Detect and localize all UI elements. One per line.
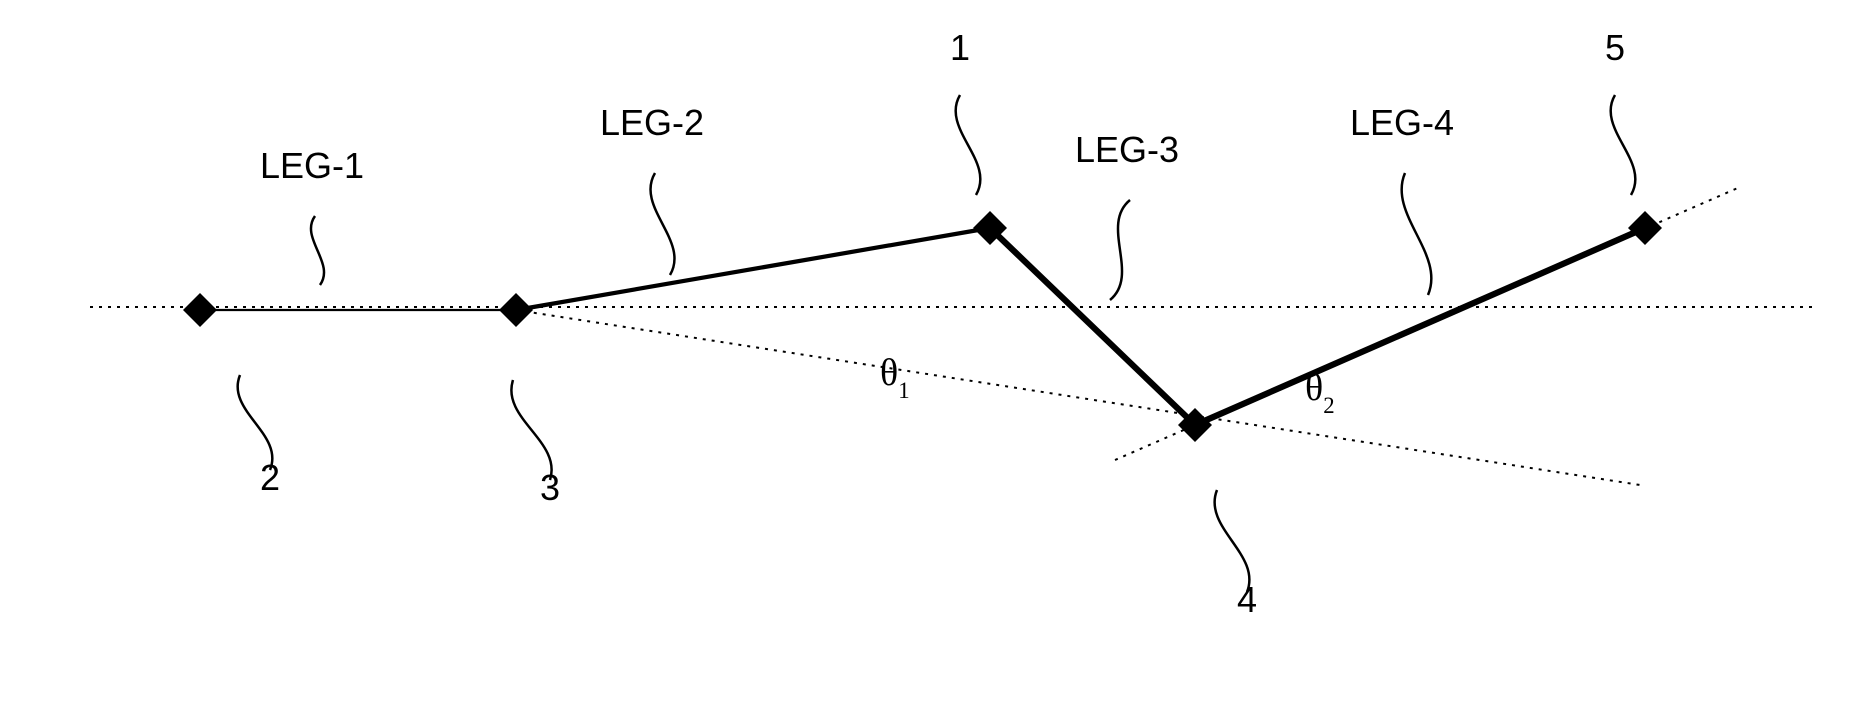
callout-line <box>1611 95 1636 195</box>
callout-line <box>956 95 981 195</box>
callout-line <box>1110 200 1130 300</box>
callout-line <box>650 173 674 275</box>
node-label: 2 <box>260 457 280 498</box>
leg-line <box>1195 228 1645 425</box>
node-diamond <box>1628 211 1662 245</box>
node-diamond <box>183 293 217 327</box>
node-label: 3 <box>540 467 560 508</box>
node-diamond <box>499 293 533 327</box>
node-label: 4 <box>1237 579 1257 620</box>
leg-line <box>990 228 1195 425</box>
leg-label: LEG-1 <box>260 145 364 186</box>
reference-line <box>516 310 1640 485</box>
callout-line <box>311 216 324 285</box>
leg-label: LEG-2 <box>600 102 704 143</box>
leg-label: LEG-3 <box>1075 129 1179 170</box>
angle-label: θ2 <box>1305 367 1335 418</box>
callout-line <box>511 380 551 480</box>
leg-line <box>516 228 990 310</box>
callout-line <box>1215 490 1250 592</box>
callout-line <box>1402 173 1432 295</box>
callout-line <box>238 375 273 470</box>
diagram-svg: 2 3 1 4 5 LEG-1 LEG-2 LEG-3 LEG-4 θ1 θ2 <box>0 0 1874 725</box>
angle-label: θ1 <box>880 352 910 403</box>
leg-label: LEG-4 <box>1350 102 1454 143</box>
node-label: 5 <box>1605 27 1625 68</box>
diagram-canvas: 2 3 1 4 5 LEG-1 LEG-2 LEG-3 LEG-4 θ1 θ2 <box>0 0 1874 725</box>
node-label: 1 <box>950 27 970 68</box>
